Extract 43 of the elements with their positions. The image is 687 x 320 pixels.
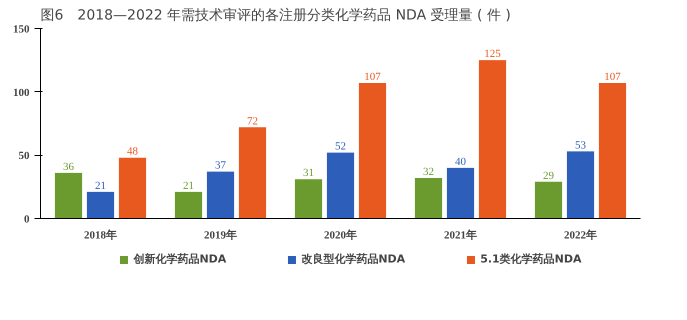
data-label: 107	[364, 70, 382, 83]
bar	[54, 172, 82, 218]
bar	[566, 151, 594, 218]
bar	[446, 168, 474, 218]
x-tick-label: 2018年	[84, 228, 117, 242]
data-label: 40	[455, 156, 466, 168]
x-tick-label: 2021年	[444, 228, 477, 242]
bar	[294, 179, 322, 218]
bar	[534, 182, 562, 218]
bar	[414, 178, 442, 218]
data-label: 36	[63, 160, 74, 173]
data-label: 32	[423, 166, 434, 178]
data-label: 72	[247, 115, 258, 128]
bar	[86, 192, 114, 218]
bar	[326, 152, 354, 218]
legend-label: 创新化学药品NDA	[133, 252, 226, 266]
data-label: 31	[303, 167, 314, 180]
chart-title: 图6 2018—2022 年需技术审评的各注册分类化学药品 NDA 受理量 ( 件 )	[40, 8, 511, 24]
data-label: 29	[543, 170, 554, 182]
bar	[598, 82, 626, 218]
data-label: 21	[95, 180, 106, 192]
data-label: 21	[183, 180, 194, 192]
x-tick-label: 2019年	[204, 228, 237, 242]
y-tick-label: 0	[24, 214, 30, 226]
bar	[358, 82, 386, 218]
bar	[478, 60, 506, 218]
y-tick-label: 100	[13, 86, 30, 99]
data-label: 125	[484, 48, 502, 60]
bar	[118, 158, 146, 218]
data-label: 37	[215, 160, 226, 172]
data-label: 53	[575, 139, 586, 152]
data-label: 107	[604, 70, 622, 83]
bar	[174, 192, 202, 218]
legend-label: 5.1类化学药品NDA	[480, 252, 582, 266]
bar	[238, 127, 266, 218]
data-label: 48	[127, 146, 138, 158]
y-tick-label: 50	[18, 150, 30, 162]
x-tick-label: 2020年	[324, 228, 357, 242]
legend-label: 改良型化学药品NDA	[301, 252, 406, 266]
bar	[206, 172, 234, 218]
y-tick-label: 150	[13, 24, 30, 36]
data-label: 52	[335, 140, 346, 153]
x-tick-label: 2022年	[564, 228, 597, 242]
